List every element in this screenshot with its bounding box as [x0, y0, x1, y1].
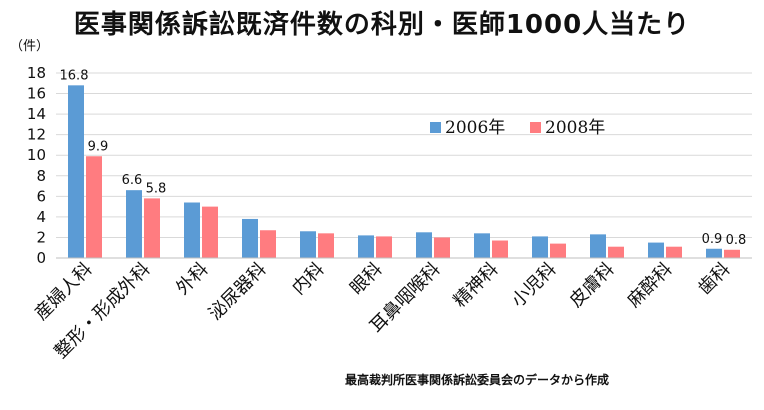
y-tick-label: 16	[27, 85, 46, 103]
bar-2008年-産婦人科	[86, 156, 102, 258]
x-tick-label: 泌尿器科	[205, 259, 271, 325]
data-label: 0.9	[702, 232, 723, 247]
y-tick-label: 4	[36, 208, 46, 226]
source-note: 最高裁判所医事関係訴訟委員会のデータから作成	[345, 373, 610, 387]
data-label: 16.8	[60, 68, 89, 83]
bar-2006年-眼科	[358, 235, 374, 258]
bar-2008年-内科	[318, 233, 334, 258]
bar-2006年-整形・形成外科	[126, 190, 142, 258]
y-tick-label: 2	[36, 228, 46, 246]
bar-2008年-眼科	[376, 236, 392, 258]
bar-2006年-麻酔科	[648, 242, 664, 258]
bar-2008年-麻酔科	[666, 246, 682, 258]
bar-2006年-外科	[184, 202, 200, 258]
bar-2008年-外科	[202, 206, 218, 258]
bars	[68, 85, 740, 258]
bar-2006年-産婦人科	[68, 85, 84, 258]
y-tick-label: 10	[27, 146, 46, 164]
x-tick-label: 精神科	[450, 259, 503, 312]
x-tick-label: 小児科	[508, 259, 561, 312]
legend-label: 2006年	[445, 118, 505, 138]
y-tick-label: 18	[27, 64, 46, 82]
bar-2008年-耳鼻咽喉科	[434, 237, 450, 258]
data-label: 9.9	[88, 139, 109, 154]
bar-2006年-泌尿器科	[242, 218, 258, 258]
bar-2008年-精神科	[492, 240, 508, 258]
y-tick-label: 14	[27, 105, 46, 123]
bar-2006年-小児科	[532, 236, 548, 258]
x-tick-label: 麻酔科	[624, 259, 677, 312]
bar-2006年-内科	[300, 231, 316, 258]
x-tick-label: 外科	[172, 259, 212, 299]
bar-2008年-泌尿器科	[260, 230, 276, 258]
x-tick-label: 皮膚科	[566, 259, 619, 312]
data-label: 6.6	[122, 173, 143, 188]
bar-2006年-歯科	[706, 248, 722, 258]
labels: 024681012141618（件）16.89.9産婦人科6.65.8整形・形成…	[10, 39, 746, 363]
bar-2008年-整形・形成外科	[144, 198, 160, 258]
y-tick-label: 6	[36, 187, 46, 205]
data-label: 5.8	[146, 181, 167, 196]
bar-2006年-精神科	[474, 233, 490, 258]
y-tick-label: 8	[36, 167, 46, 185]
legend: 2006年 2008年	[430, 118, 605, 138]
y-tick-label: 0	[36, 249, 46, 267]
bar-2006年-耳鼻咽喉科	[416, 232, 432, 258]
chart-title: 医事関係訴訟既済件数の科別・医師1000人当たり	[73, 10, 691, 40]
x-tick-label: 歯科	[694, 259, 734, 299]
bar-2008年-歯科	[724, 249, 740, 258]
bar-2008年-小児科	[550, 243, 566, 258]
y-tick-label: 12	[27, 126, 46, 144]
y-unit-label: （件）	[10, 39, 49, 54]
legend-swatch	[430, 122, 441, 133]
x-tick-label: 眼科	[346, 259, 386, 299]
data-label: 0.8	[726, 233, 747, 248]
bar-2006年-皮膚科	[590, 234, 606, 258]
bar-2008年-皮膚科	[608, 246, 624, 258]
x-tick-label: 内科	[288, 259, 328, 299]
legend-swatch	[530, 122, 541, 133]
gridlines	[56, 72, 752, 259]
legend-label: 2008年	[545, 118, 605, 138]
